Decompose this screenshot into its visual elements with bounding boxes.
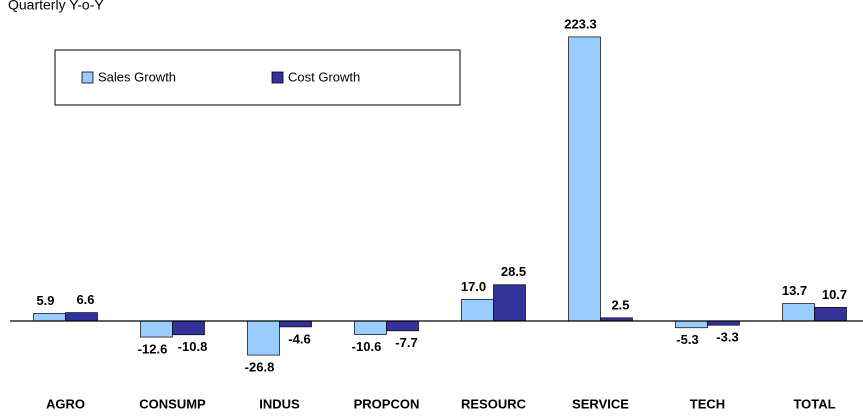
- value-label: 5.9: [36, 293, 54, 308]
- x-tick-label: TECH: [690, 396, 725, 411]
- bar: [140, 320, 173, 338]
- x-tick-label: PROPCON: [354, 396, 420, 411]
- legend-label: Sales Growth: [98, 69, 176, 84]
- bar: [568, 36, 601, 322]
- bar: [279, 320, 312, 328]
- bar: [782, 303, 815, 322]
- bar: [247, 320, 280, 356]
- value-label: 223.3: [564, 16, 597, 31]
- value-label: -3.3: [716, 330, 738, 345]
- value-label: 13.7: [782, 283, 807, 298]
- chart-title: Quarterly Y-o-Y: [8, 0, 104, 13]
- x-tick-label: AGRO: [46, 396, 85, 411]
- bar: [172, 320, 205, 336]
- value-label: -10.8: [178, 339, 208, 354]
- value-label: -26.8: [245, 360, 275, 375]
- x-tick-label: TOTAL: [793, 396, 835, 411]
- x-tick-label: CONSUMP: [139, 396, 206, 411]
- legend-swatch: [271, 71, 284, 84]
- bar: [814, 307, 847, 322]
- bar: [675, 320, 708, 329]
- bar: [354, 320, 387, 335]
- value-label: -5.3: [676, 332, 698, 347]
- bar: [707, 320, 740, 326]
- legend-swatch: [81, 71, 94, 84]
- value-label: 6.6: [76, 292, 94, 307]
- value-label: -10.6: [352, 339, 382, 354]
- value-label: -12.6: [138, 341, 168, 356]
- value-label: -7.7: [395, 335, 417, 350]
- value-label: -4.6: [288, 331, 310, 346]
- bar: [386, 320, 419, 332]
- x-tick-label: RESOURC: [461, 396, 527, 411]
- legend-box: [54, 49, 461, 106]
- value-label: 17.0: [461, 279, 486, 294]
- x-tick-label: SERVICE: [572, 396, 629, 411]
- bar: [65, 312, 98, 322]
- x-tick-label: INDUS: [259, 396, 300, 411]
- value-label: 2.5: [611, 297, 629, 312]
- bar: [493, 284, 526, 322]
- bar: [33, 313, 66, 322]
- legend-label: Cost Growth: [288, 69, 360, 84]
- bar: [461, 299, 494, 322]
- value-label: 10.7: [822, 287, 847, 302]
- value-label: 28.5: [501, 264, 526, 279]
